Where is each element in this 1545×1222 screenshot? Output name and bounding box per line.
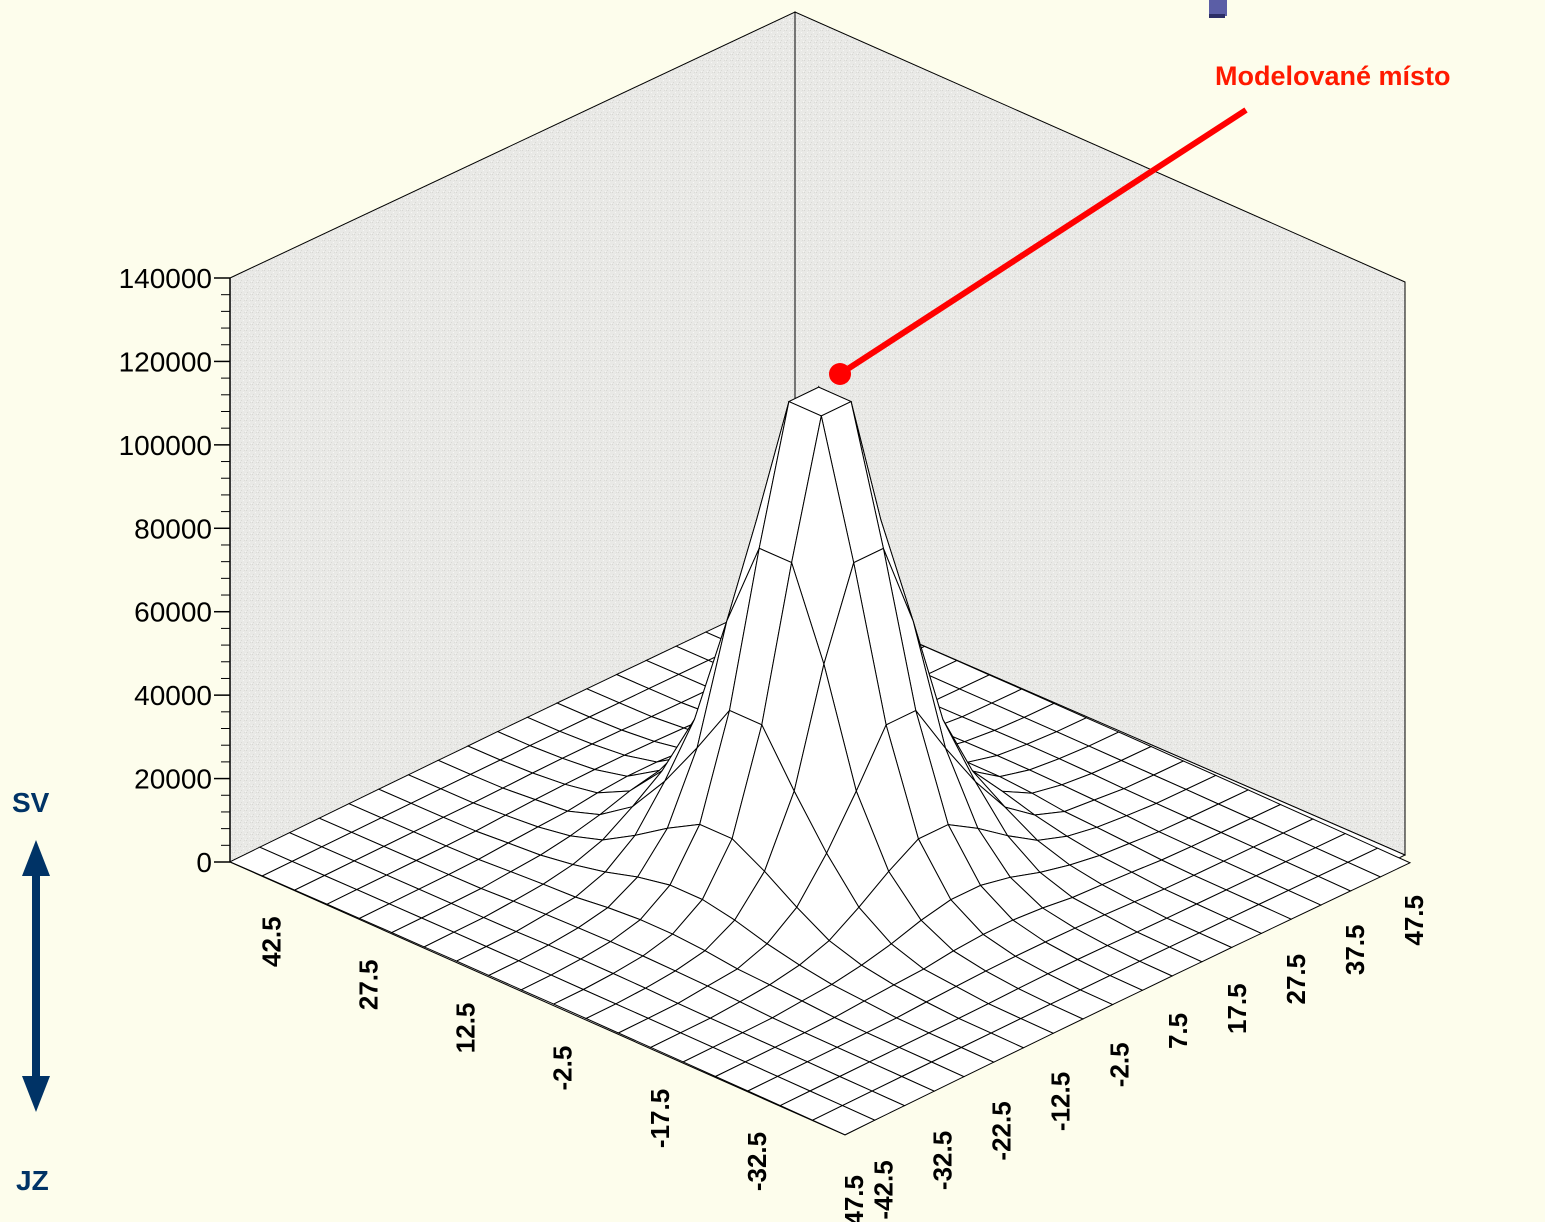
surface-cell (811, 1105, 876, 1136)
z-axis-tick-label: 60000 (134, 597, 212, 628)
x-axis-tick-label: 27.5 (354, 960, 384, 1011)
corner-decoration (1209, 0, 1227, 18)
direction-indicator: SV JZ (12, 787, 50, 1196)
z-axis: 0 20000 40000 60000 80000 100000 120000 140000 (119, 263, 231, 878)
y-axis-tick-label: 17.5 (1222, 983, 1252, 1034)
arrow-down-icon (22, 1076, 50, 1112)
annotation: Modelované místo (829, 61, 1451, 385)
z-axis-tick-label: 140000 (119, 263, 212, 294)
x-axis-tick-label: 42.5 (256, 916, 286, 967)
annotation-label: Modelované místo (1215, 61, 1451, 91)
y-axis-tick-label: 27.5 (1281, 954, 1311, 1005)
annotation-marker-dot (829, 363, 851, 385)
y-axis-tick-label: 7.5 (1163, 1013, 1193, 1049)
direction-south-label: JZ (16, 1165, 49, 1196)
z-axis-tick-label: 80000 (134, 513, 212, 544)
direction-north-label: SV (12, 787, 50, 818)
x-axis-tick-label: -17.5 (645, 1089, 675, 1148)
x-axis-tick-label: -32.5 (742, 1132, 772, 1191)
y-axis-tick-labels: -42.5 -32.5 -22.5 -12.5 -2.5 7.5 17.5 27.5 37.5 4… (869, 895, 1430, 1220)
surface-mesh (228, 385, 1412, 1136)
x-axis-tick-label: 12.5 (451, 1003, 481, 1054)
y-axis-tick-label: -22.5 (986, 1101, 1016, 1160)
z-axis-tick-label: 20000 (134, 764, 212, 795)
annotation-leader-line (838, 107, 1248, 377)
y-axis-tick-label: -42.5 (869, 1160, 899, 1219)
z-axis-tick-label: 100000 (119, 430, 212, 461)
arrow-up-icon (22, 840, 50, 876)
x-axis-tick-label: -2.5 (548, 1046, 578, 1091)
y-axis-tick-label: 37.5 (1340, 925, 1370, 976)
z-axis-tick-label: 120000 (119, 346, 212, 377)
x-axis-tick-label: -47.5 (839, 1175, 869, 1222)
y-axis-tick-label: -2.5 (1104, 1042, 1134, 1087)
y-axis-tick-label: -12.5 (1045, 1072, 1075, 1131)
y-axis-tick-label: 47.5 (1399, 895, 1429, 946)
y-axis-tick-label: -32.5 (927, 1131, 957, 1190)
z-axis-tick-label: 40000 (134, 680, 212, 711)
x-axis-tick-labels: 42.5 27.5 12.5 -2.5 -17.5 -32.5 -47.5 (256, 916, 869, 1222)
z-axis-tick-label: 0 (196, 847, 212, 878)
